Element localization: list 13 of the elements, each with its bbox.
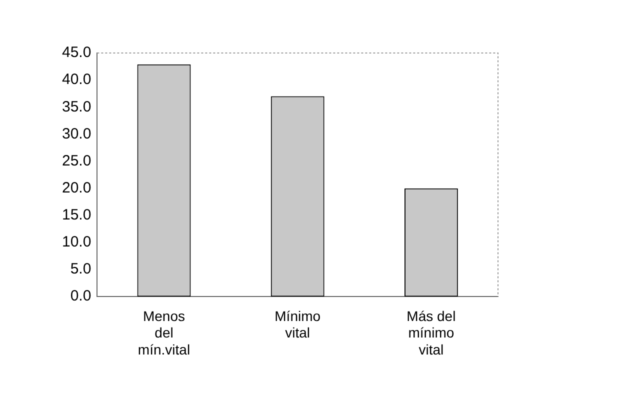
y-tick-label: 40.0 (62, 71, 92, 88)
y-tick-label: 25.0 (62, 152, 92, 170)
x-tick-label: Más del mínimo vital (406, 308, 456, 358)
y-tick-label: 10.0 (62, 234, 92, 251)
x-tick-label: Menos del mín.vital (138, 308, 190, 358)
x-tick-label: Mínimo vital (274, 308, 321, 341)
y-tick-label: 5.0 (70, 260, 92, 278)
y-tick-label: 15.0 (62, 206, 92, 224)
y-tick-label: 20.0 (62, 179, 92, 196)
y-tick-label: 30.0 (62, 125, 92, 142)
y-tick-label: 45.0 (62, 44, 92, 62)
y-tick-label: 0.0 (70, 288, 92, 305)
y-tick-label: 35.0 (62, 98, 92, 116)
